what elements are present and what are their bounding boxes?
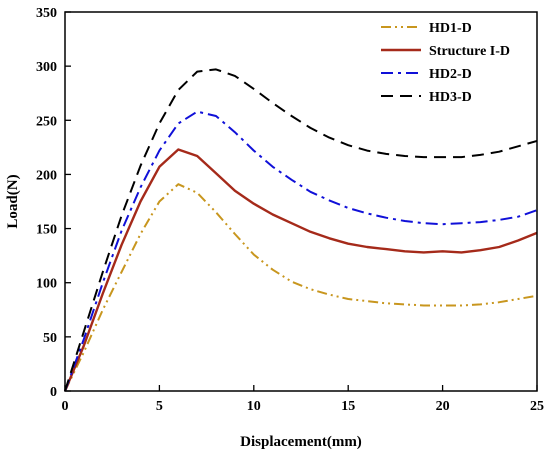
x-tick-label: 20 bbox=[436, 399, 450, 414]
x-tick-label: 0 bbox=[62, 399, 69, 414]
series-layer bbox=[63, 68, 538, 392]
x-tick-label: 10 bbox=[247, 399, 261, 414]
x-tick-label: 15 bbox=[341, 399, 355, 414]
series-line-1 bbox=[64, 183, 538, 392]
y-tick-label: 100 bbox=[36, 277, 57, 292]
legend-label-2: Structure I-D bbox=[429, 44, 510, 59]
x-tick-label: 25 bbox=[530, 399, 544, 414]
plot-frame bbox=[64, 11, 538, 392]
y-tick-label: 150 bbox=[36, 223, 57, 238]
legend-label-4: HD3-D bbox=[429, 90, 472, 105]
x-axis-title: Displacement(mm) bbox=[240, 434, 362, 450]
series-line-4 bbox=[64, 68, 538, 392]
series-line-3 bbox=[64, 110, 538, 392]
x-tick-label: 5 bbox=[156, 399, 163, 414]
legend-label-3: HD2-D bbox=[429, 67, 472, 82]
y-tick-label: 250 bbox=[36, 114, 57, 129]
y-tick-label: 200 bbox=[36, 168, 57, 183]
legend-label-1: HD1-D bbox=[429, 21, 472, 36]
y-axis-title: Load(N) bbox=[5, 174, 21, 228]
y-tick-label: 0 bbox=[50, 385, 57, 400]
y-tick-label: 300 bbox=[36, 60, 57, 75]
legend: HD1-D Structure I-D HD2-D HD3-D bbox=[381, 21, 510, 105]
y-tick-label: 50 bbox=[43, 331, 57, 346]
y-tick-label: 350 bbox=[36, 6, 57, 21]
series-line-2 bbox=[63, 148, 538, 392]
